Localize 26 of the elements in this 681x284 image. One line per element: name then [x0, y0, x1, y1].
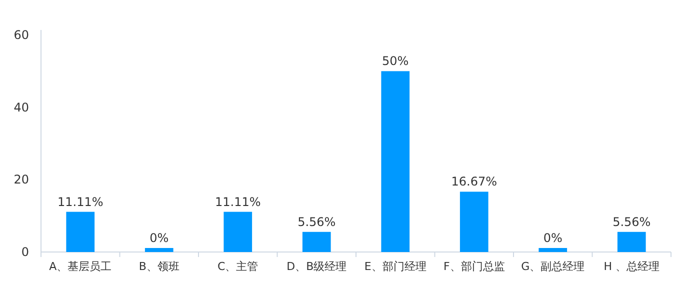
x-tick-label: A、基层员工 [49, 260, 112, 273]
data-label: 16.67% [451, 174, 498, 189]
y-tick-label: 20 [14, 172, 29, 187]
x-tick-label: F、部门总监 [443, 260, 505, 273]
data-label: 11.11% [57, 194, 104, 209]
bar [66, 212, 95, 252]
data-label: 11.11% [214, 194, 261, 209]
y-tick-label: 0 [21, 245, 29, 259]
data-label: 5.56% [298, 214, 336, 229]
bar [381, 71, 410, 252]
bar [617, 232, 646, 252]
x-tick-label: B、领班 [138, 260, 180, 273]
data-label: 0% [150, 231, 169, 245]
data-label: 50% [382, 54, 409, 68]
y-tick-label: 40 [14, 100, 29, 114]
x-tick-label: G、副总经理 [521, 260, 585, 273]
x-tick-label: E、部门经理 [364, 260, 426, 273]
y-tick-label: 60 [14, 28, 29, 42]
x-tick-label: D、B级经理 [286, 260, 347, 273]
data-label: 5.56% [612, 214, 651, 229]
data-label: 0% [543, 231, 562, 245]
bar [224, 212, 252, 252]
x-tick-label: C、主管 [218, 260, 258, 273]
bar [460, 192, 488, 252]
x-tick-label: H 、总经理 [604, 260, 660, 273]
bar [302, 232, 331, 252]
